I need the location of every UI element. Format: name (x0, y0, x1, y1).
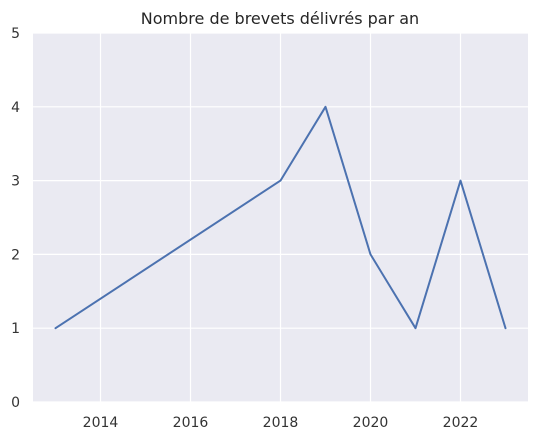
y-tick-label: 0 (11, 395, 20, 411)
y-axis: 0 1 2 3 4 5 (11, 26, 20, 411)
y-tick-label: 4 (11, 100, 20, 116)
x-tick-label: 2022 (443, 415, 479, 431)
y-tick-label: 5 (11, 26, 20, 42)
x-tick-label: 2014 (83, 415, 119, 431)
chart-title: Nombre de brevets délivrés par an (141, 9, 419, 28)
x-tick-label: 2016 (173, 415, 209, 431)
x-tick-label: 2020 (353, 415, 389, 431)
y-tick-label: 1 (11, 321, 20, 337)
x-axis: 2014 2016 2018 2020 2022 (83, 415, 479, 431)
y-tick-label: 2 (11, 247, 20, 263)
y-tick-label: 3 (11, 174, 20, 190)
x-tick-label: 2018 (263, 415, 299, 431)
